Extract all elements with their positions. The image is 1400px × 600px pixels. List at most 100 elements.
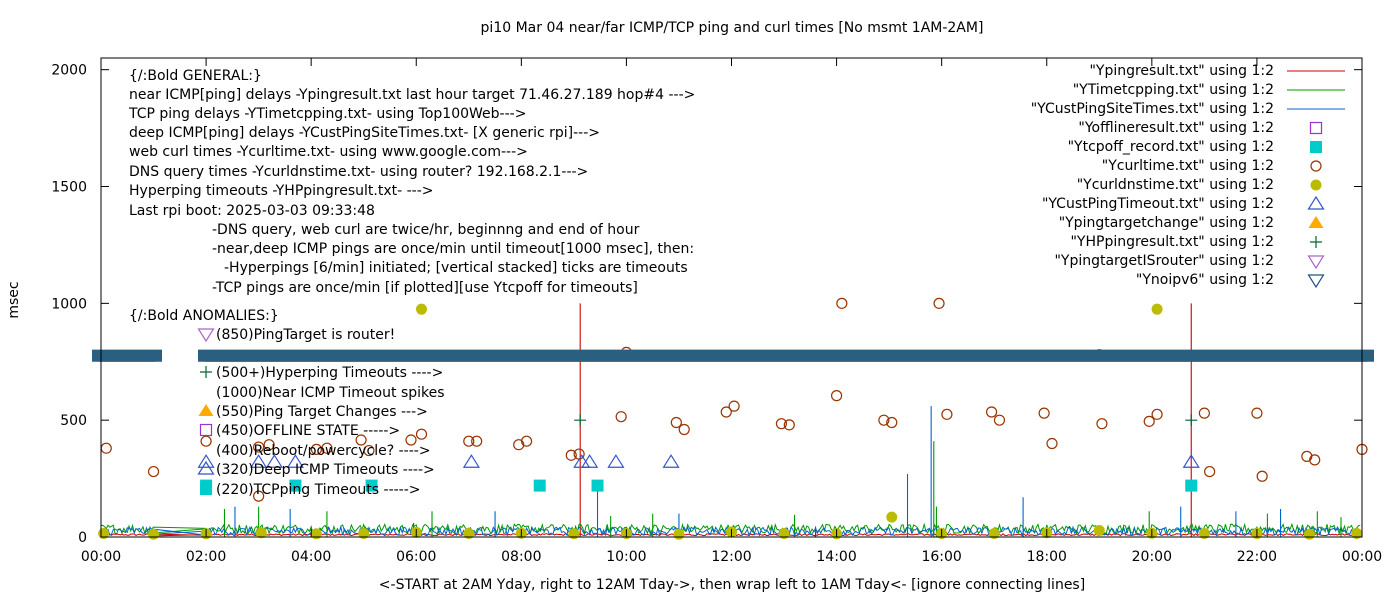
- x-tick-label: 10:00: [606, 549, 646, 565]
- y-tick-label: 1000: [51, 296, 87, 312]
- data-point: [886, 511, 898, 523]
- data-point: [265, 454, 283, 468]
- data-point: [148, 528, 160, 540]
- data-point: [365, 479, 378, 492]
- info-text-line: Last rpi boot: 2025-03-03 09:33:48: [129, 203, 375, 219]
- chart-title: pi10 Mar 04 near/far ICMP/TCP ping and c…: [481, 20, 984, 36]
- series-5: [197, 454, 1200, 468]
- legend-entry: "Ypingtargetchange" using 1:2: [1059, 215, 1274, 231]
- data-point: [471, 435, 483, 447]
- data-point: [310, 443, 323, 455]
- legend-marker: [1308, 216, 1324, 228]
- legend-entry: "Ycurltime.txt" using 1:2: [1102, 158, 1274, 174]
- anomaly-text: (400)Reboot/powercycle? ---->: [216, 443, 431, 459]
- y-axis-label: msec: [6, 281, 22, 318]
- data-point: [941, 408, 953, 420]
- anomaly-text: (220)TCPping Timeouts ----->: [216, 482, 421, 498]
- data-point: [462, 454, 481, 468]
- series-7: [574, 414, 1198, 427]
- data-point: [886, 416, 898, 429]
- legend: "Ypingresult.txt" using 1:2 "YTimetcpping…: [1031, 63, 1345, 289]
- legend-entry: "YTimetcpping.txt" using 1:2: [1073, 82, 1274, 98]
- data-point: [878, 414, 890, 426]
- x-tick-label: 22:00: [1237, 549, 1277, 565]
- data-point: [310, 528, 322, 540]
- data-point: [289, 479, 302, 492]
- data-point: [100, 442, 112, 454]
- data-point: [463, 527, 475, 539]
- anomaly-text: (320)Deep ICMP Timeouts ---->: [216, 462, 435, 478]
- y-tick-label: 500: [60, 413, 87, 429]
- info-text-line: DNS query times -Ycurldnstime.txt- using…: [129, 164, 588, 180]
- data-point: [574, 414, 587, 427]
- data-point: [591, 479, 604, 492]
- data-point: [263, 439, 275, 451]
- anomaly-text: (850)PingTarget is router!: [216, 327, 395, 343]
- data-point: [358, 527, 370, 539]
- annotation-text-block: {/:Bold GENERAL:} near ICMP[ping] delays …: [128, 68, 695, 324]
- x-tick-label: 18:00: [1027, 549, 1067, 565]
- anomaly-marker: [200, 483, 212, 495]
- data-point: [662, 454, 680, 468]
- anomaly-marker: [199, 423, 213, 437]
- data-point: [988, 527, 1000, 539]
- data-point: [415, 428, 428, 440]
- anomaly-text: (550)Ping Target Changes --->: [216, 404, 428, 420]
- data-point: [1198, 527, 1210, 539]
- series-line: [100, 533, 1361, 537]
- y-tick-label: 0: [78, 530, 87, 546]
- data-point: [993, 414, 1006, 426]
- x-axis-label: <-START at 2AM Yday, right to 12AM Tday-…: [379, 577, 1085, 593]
- info-text-line: -TCP pings are once/min [if plotted][use…: [212, 280, 638, 296]
- anomaly-marker: [198, 404, 214, 416]
- legend-marker: [1310, 160, 1322, 172]
- data-point: [836, 297, 848, 309]
- x-tick-label: 08:00: [501, 549, 541, 565]
- data-point: [1301, 450, 1313, 462]
- data-point: [565, 449, 577, 461]
- data-point: [1198, 407, 1210, 419]
- anomaly-text: (1000)Near ICMP Timeout spikes: [216, 385, 445, 401]
- legend-entry: "Ynoipv6" using 1:2: [1136, 272, 1274, 288]
- data-point: [778, 527, 790, 539]
- legend-marker: [1307, 195, 1325, 210]
- legend-entry: "Ytcpoff_record.txt" using 1:2: [1068, 139, 1274, 155]
- data-point: [1251, 407, 1263, 419]
- legend-entry: "Ypingresult.txt" using 1:2: [1089, 63, 1274, 79]
- data-point: [830, 390, 843, 402]
- info-text-line: Hyperping timeouts -YHPpingresult.txt- -…: [129, 183, 434, 199]
- data-point: [533, 479, 546, 492]
- data-point: [286, 454, 304, 468]
- info-text-line: deep ICMP[ping] delays -YCustPingSiteTim…: [129, 125, 600, 141]
- data-point: [728, 400, 740, 412]
- data-point: [321, 442, 333, 454]
- data-point: [607, 454, 625, 468]
- data-point: [253, 441, 265, 453]
- data-point: [985, 406, 998, 418]
- data-point: [355, 434, 367, 446]
- data-point: [463, 435, 475, 447]
- data-point: [1185, 414, 1198, 427]
- data-point: [673, 528, 685, 540]
- data-point: [1303, 528, 1315, 540]
- data-point: [1143, 415, 1155, 427]
- series-2: [100, 406, 1361, 537]
- x-tick-label: 12:00: [711, 549, 751, 565]
- data-point: [1096, 418, 1108, 430]
- noipv6-band: [92, 349, 1374, 362]
- data-point: [1093, 524, 1105, 536]
- data-point: [253, 490, 265, 502]
- data-point: [416, 303, 428, 315]
- legend-entry: "YCustPingTimeout.txt" using 1:2: [1042, 196, 1274, 212]
- anomaly-marker: [197, 328, 215, 343]
- x-tick-label: 14:00: [816, 549, 856, 565]
- anomaly-text: (450)OFFLINE STATE ----->: [216, 423, 400, 439]
- x-tick-label: 16:00: [921, 549, 961, 565]
- info-text-line: TCP ping delays -YTimetcpping.txt- using…: [128, 106, 526, 122]
- data-point: [1256, 470, 1268, 482]
- data-point: [678, 423, 690, 436]
- anomaly-text-block: (850)PingTarget is router! (500+)Hyperpin…: [197, 327, 445, 498]
- data-point: [250, 454, 268, 468]
- series-line: [100, 525, 1361, 537]
